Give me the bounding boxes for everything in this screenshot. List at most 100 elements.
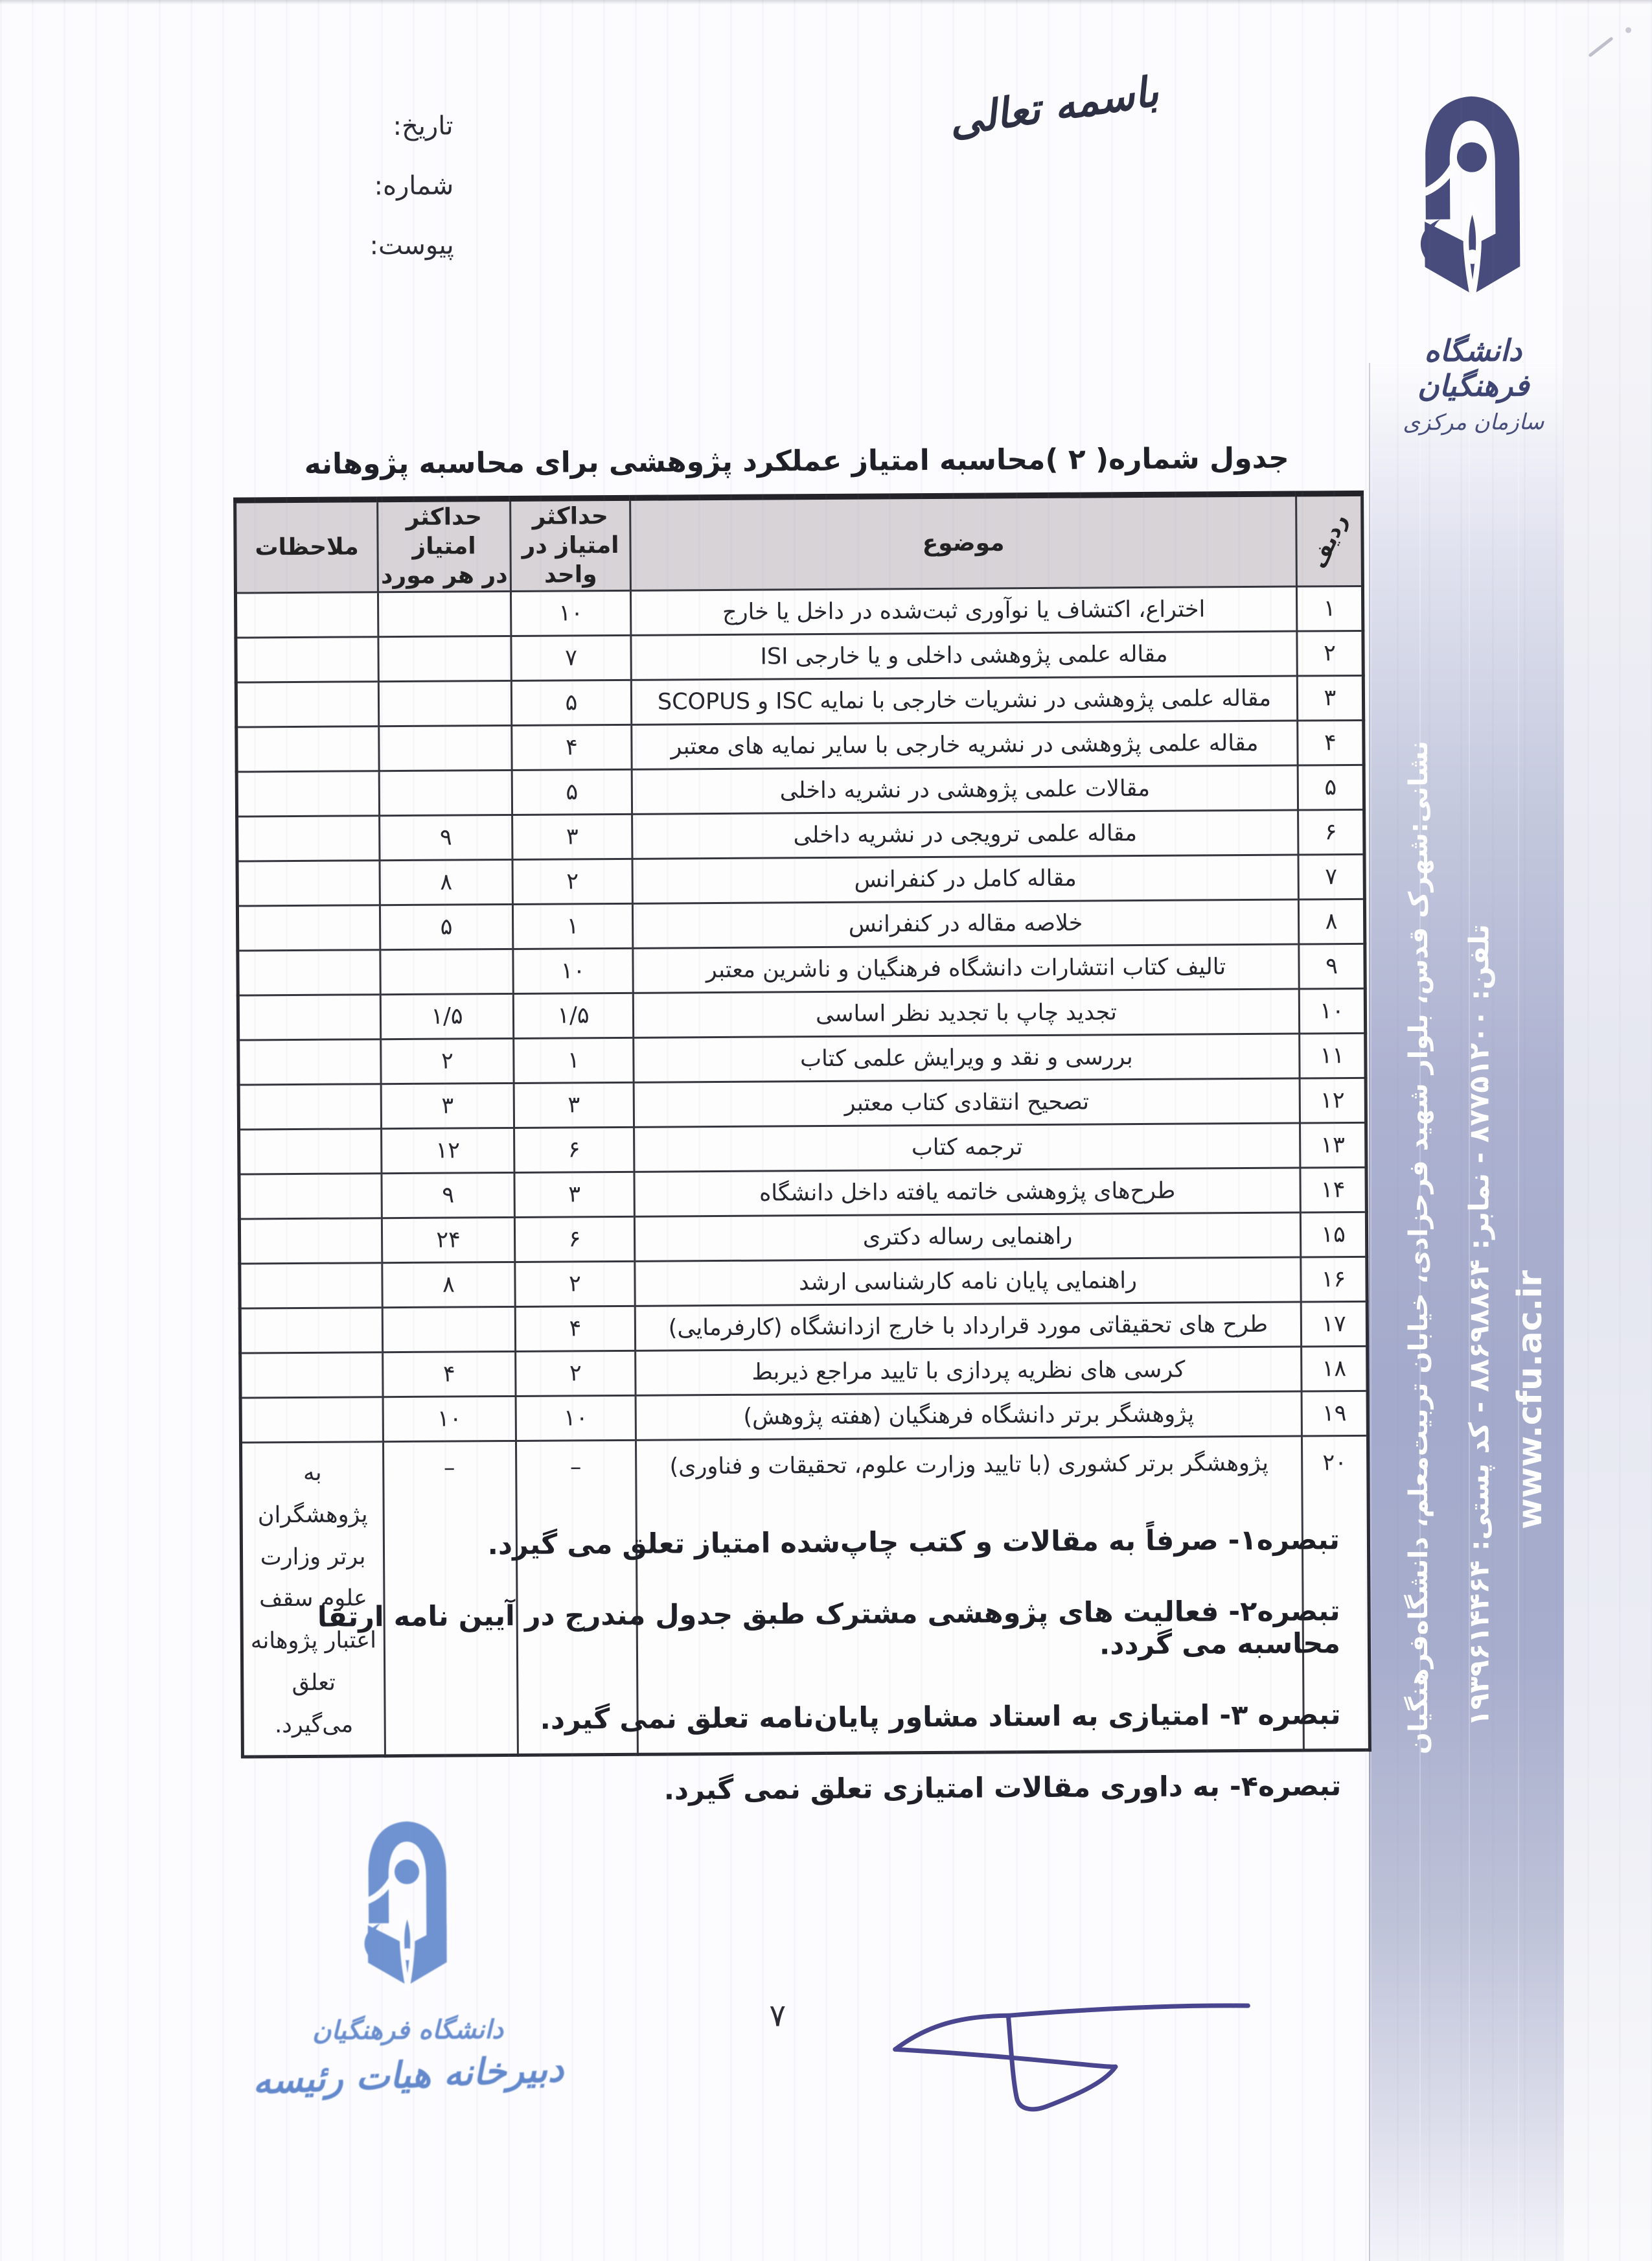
row-number-cell: ۱۶: [1300, 1257, 1368, 1303]
max-per-unit-cell: ۱: [512, 903, 633, 949]
notes-cell: [240, 1397, 384, 1443]
row-number-cell: ۱۱: [1299, 1033, 1366, 1079]
table-row: ۳ مقاله علمی پژوهشی در نشریات خارجی با نم…: [236, 675, 1364, 728]
max-per-unit-cell: ۷: [511, 635, 632, 681]
row-number-cell: ۸: [1298, 899, 1365, 945]
subject-cell: مقاله علمی ترویجی در نشریه داخلی: [632, 810, 1298, 859]
table-row: ۹ تالیف کتاب انتشارات دانشگاه فرهنگیان و …: [237, 944, 1366, 996]
notes-cell: [239, 1218, 382, 1264]
table-row: ۱۰ تجدید چاپ با تجدید نظر اساسی ۱/۵ ۱/۵: [238, 988, 1366, 1041]
subject-cell: طرح های تحقیقاتی مورد قرارداد با خارج از…: [635, 1302, 1302, 1351]
number-label: شماره:: [374, 170, 454, 202]
subject-cell: راهنمایی پایان نامه کارشناسی ارشد: [634, 1257, 1302, 1306]
scan-dust-speck: [1625, 27, 1631, 33]
header-row-number: ردیف: [1296, 493, 1363, 587]
max-per-case-cell: ۱۲: [381, 1128, 514, 1174]
row-number-cell: ۱۰: [1299, 988, 1366, 1034]
notes-cell: [236, 726, 380, 772]
subject-cell: تجدید چاپ با تجدید نظر اساسی: [633, 989, 1300, 1038]
row-number-cell: ۱۳: [1300, 1122, 1366, 1168]
farhangian-university-logo-icon: [1421, 96, 1520, 297]
table-row: ۱۳ ترجمه کتاب ۶ ۱۲: [238, 1122, 1366, 1175]
header-max-per-unit: حداکثر امتیاز در واحد: [510, 498, 631, 592]
max-per-unit-cell: ۴: [515, 1306, 636, 1352]
university-name-calligraphy: دانشگاه فرهنگیان: [1417, 332, 1530, 404]
notes-cell: [236, 815, 380, 862]
row-number-cell: ۲: [1296, 631, 1364, 677]
signature-scribble: [893, 2003, 1250, 2112]
max-per-case-cell: [382, 1306, 516, 1352]
subject-cell: بررسی و نقد و ویرایش علمی کتاب: [633, 1034, 1300, 1083]
subject-cell: تالیف کتاب انتشارات دانشگاه فرهنگیان و ن…: [632, 944, 1300, 993]
date-label: تاریخ:: [393, 111, 453, 142]
header-notes: ملاحظات: [235, 499, 378, 594]
footnote-1: تبصره۱- صرفاً به مقالات و کتب چاپ‌شده ام…: [487, 1524, 1340, 1562]
subject-cell: مقاله علمی پژوهشی در نشریه خارجی با سایر…: [631, 721, 1298, 770]
max-per-unit-cell: ۲: [515, 1351, 636, 1397]
table-row: ۱۲ تصحیح انتقادی کتاب معتبر ۳ ۳: [238, 1078, 1366, 1130]
row-number-cell: ۱۷: [1301, 1301, 1368, 1347]
row-number-cell: ۴: [1297, 720, 1364, 766]
subject-cell: خلاصه مقاله در کنفرانس: [632, 899, 1299, 949]
header-max-per-case: حداکثر امتیاز در هر مورد: [377, 498, 511, 592]
besmele-calligraphy: باسمه تعالی: [945, 67, 1162, 146]
table-row: ۱۷ طرح های تحقیقاتی مورد قرارداد با خارج …: [240, 1301, 1368, 1354]
subject-cell: اختراع، اکتشاف یا نوآوری ثبت‌شده در داخل…: [630, 586, 1297, 636]
stamp-secretariat-text: دبیرخانه هیات رئیسه: [251, 2048, 565, 2103]
row-number-cell: ۵: [1298, 765, 1364, 811]
table-title: جدول شماره( ۲ )محاسبه امتیاز عملکرد پژوه…: [304, 441, 1289, 481]
max-per-case-cell: ۸: [380, 859, 513, 905]
row-number-cell: ۱۴: [1300, 1167, 1367, 1213]
notes-cell: [236, 771, 380, 817]
row-number-cell: ۱۵: [1300, 1212, 1367, 1258]
table-row: ۱۶ راهنمایی پایان نامه کارشناسی ارشد ۲ ۸: [239, 1257, 1368, 1309]
table-row: ۱۸ کرسی های نظریه پردازی با تایید مراجع ذ…: [240, 1346, 1368, 1398]
letter-meta-block: تاریخ: شماره: پیوست:: [317, 111, 454, 290]
max-per-case-cell: [378, 636, 512, 682]
max-per-case-cell: ۲: [380, 1038, 514, 1084]
max-per-unit-cell: ۲: [512, 859, 633, 905]
max-per-unit-cell: ۶: [514, 1216, 635, 1262]
table-row: ۸ خلاصه مقاله در کنفرانس ۱ ۵: [237, 899, 1365, 951]
max-per-unit-cell: ۵: [511, 680, 632, 726]
notes-cell: [235, 636, 379, 683]
table-header-row: ردیف موضوع حداکثر امتیاز در واحد حداکثر …: [235, 493, 1363, 594]
max-per-case-cell: ۱۰: [383, 1396, 516, 1442]
max-per-unit-cell: ۳: [512, 814, 632, 860]
max-per-case-cell: [378, 725, 512, 771]
notes-cell: [235, 592, 378, 638]
table-row: ۱۴ طرح‌های پژوهشی خاتمه یافته داخل دانشگا…: [238, 1167, 1367, 1220]
subject-cell: پژوهشگر برتر دانشگاه فرهنگیان (هفته پژوه…: [636, 1391, 1302, 1441]
table-row: ۱۹ پژوهشگر برتر دانشگاه فرهنگیان (هفته پژ…: [240, 1391, 1368, 1443]
max-per-case-cell: ۴: [382, 1351, 516, 1397]
max-per-case-cell: ۹: [379, 815, 513, 861]
table-row: ۴ مقاله علمی پژوهشی در نشریه خارجی با سای…: [236, 720, 1364, 772]
stamp-logo-icon: [364, 1821, 447, 1988]
max-per-case-cell: ۵: [380, 904, 513, 950]
scan-edge-shadow: [0, 0, 1652, 5]
letterhead-side-band: [1369, 363, 1564, 2261]
footnotes-block: تبصره۱- صرفاً به مقالات و کتب چاپ‌شده ام…: [240, 1524, 1342, 1848]
stamp-university-name: دانشگاه فرهنگیان: [312, 2015, 504, 2046]
subject-cell: مقاله علمی پژوهشی در نشریات خارجی با نما…: [631, 676, 1298, 725]
max-per-case-cell: ۳: [381, 1083, 514, 1129]
notes-cell: [237, 860, 380, 907]
max-per-unit-cell: ۶: [514, 1127, 634, 1173]
table-row: ۱۱ بررسی و نقد و ویرایش علمی کتاب ۱ ۲: [238, 1033, 1366, 1085]
university-brand-block: دانشگاه فرهنگیان سازمان مرکزی: [1368, 73, 1577, 436]
row-number-cell: ۹: [1298, 944, 1366, 990]
row-number-cell: ۱۸: [1301, 1346, 1368, 1392]
max-per-unit-cell: ۱/۵: [513, 993, 634, 1039]
row-number-cell: ۱۲: [1300, 1078, 1366, 1124]
row-number-cell: ۱۹: [1302, 1391, 1368, 1437]
max-per-unit-cell: ۲: [514, 1261, 636, 1307]
max-per-case-cell: ۹: [381, 1172, 515, 1218]
table-row: ۷ مقاله کامل در کنفرانس ۲ ۸: [237, 854, 1365, 907]
subject-cell: تصحیح انتقادی کتاب معتبر: [634, 1078, 1300, 1128]
subject-cell: کرسی های نظریه پردازی با تایید مراجع ذیر…: [635, 1347, 1302, 1396]
subject-cell: ترجمه کتاب: [634, 1123, 1300, 1172]
subject-cell: مقالات علمی پژوهشی در نشریه داخلی: [632, 765, 1298, 815]
notes-cell: [238, 1084, 382, 1130]
